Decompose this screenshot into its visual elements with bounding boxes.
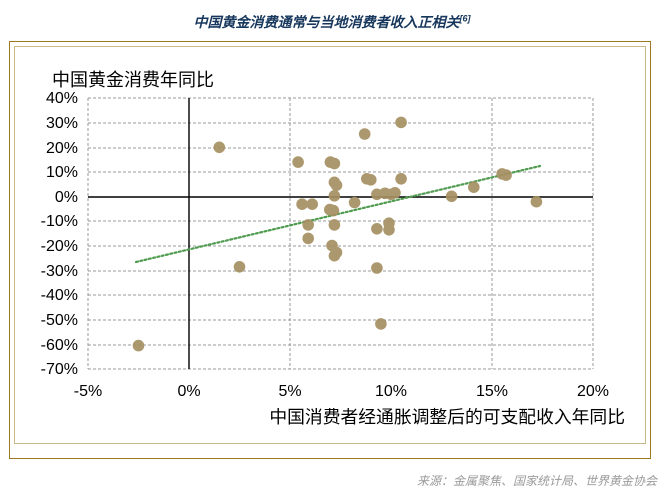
svg-text:10%: 10%	[46, 164, 78, 181]
svg-text:-70%: -70%	[41, 361, 78, 378]
svg-text:5%: 5%	[278, 383, 301, 400]
svg-text:-40%: -40%	[41, 287, 78, 304]
svg-text:0%: 0%	[55, 189, 78, 206]
svg-text:-30%: -30%	[41, 263, 78, 280]
svg-text:0%: 0%	[177, 383, 200, 400]
svg-text:30%: 30%	[46, 115, 78, 132]
svg-text:20%: 20%	[46, 140, 78, 157]
svg-text:-60%: -60%	[41, 337, 78, 354]
svg-text:15%: 15%	[476, 383, 508, 400]
svg-text:40%: 40%	[46, 90, 78, 107]
svg-text:-20%: -20%	[41, 238, 78, 255]
svg-text:-50%: -50%	[41, 312, 78, 329]
svg-text:-5%: -5%	[74, 383, 102, 400]
svg-text:10%: 10%	[375, 383, 407, 400]
svg-text:-10%: -10%	[41, 213, 78, 230]
svg-text:20%: 20%	[577, 383, 609, 400]
